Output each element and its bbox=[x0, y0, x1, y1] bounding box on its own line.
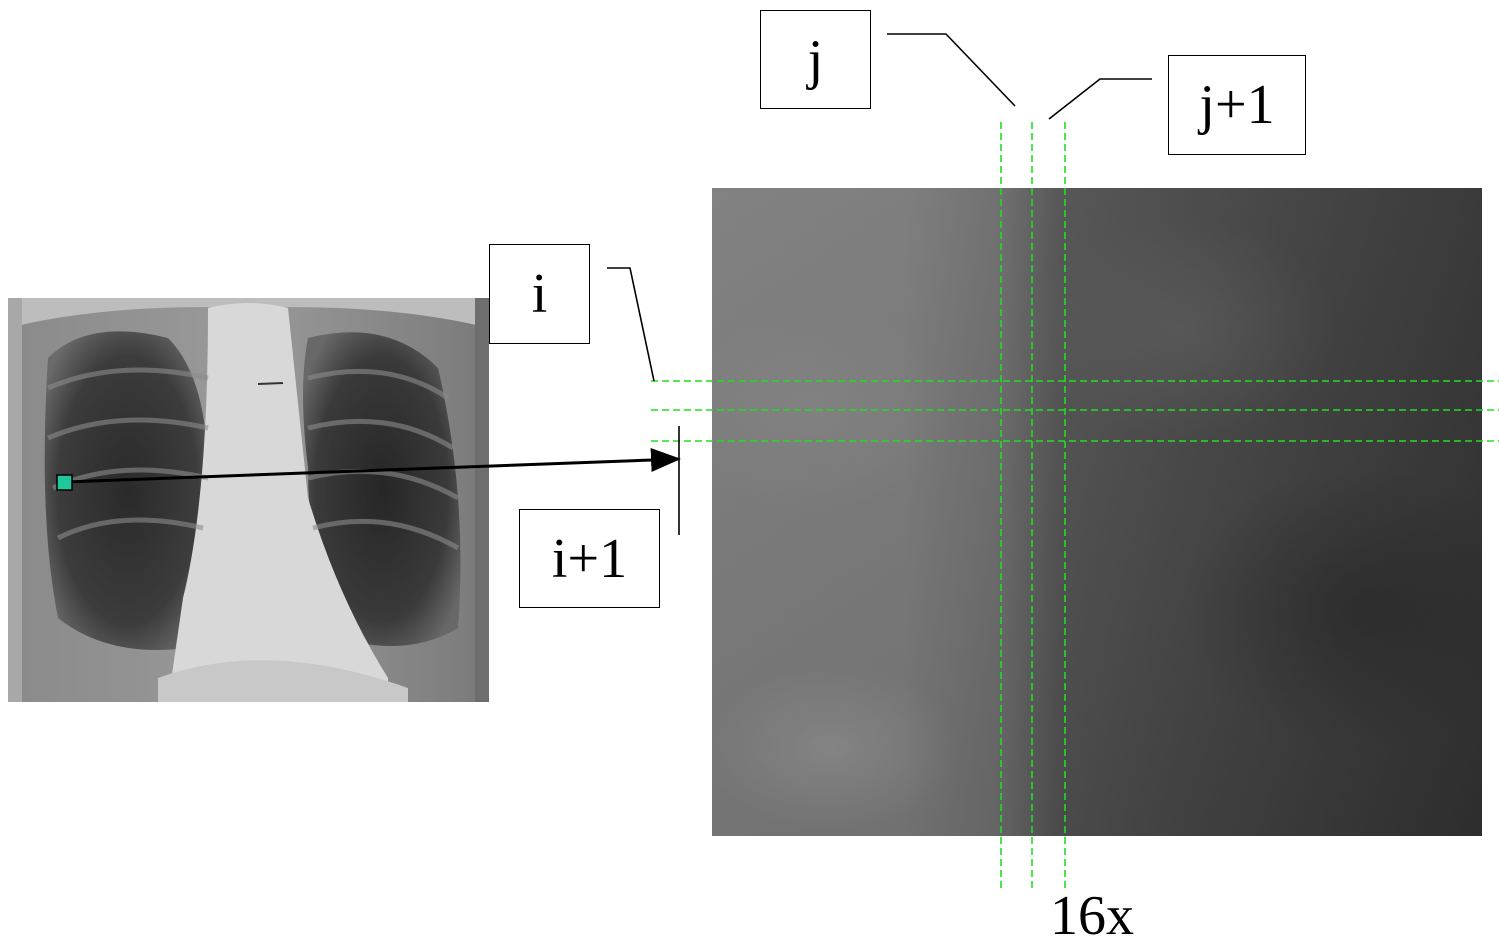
magnified-patch bbox=[712, 188, 1482, 836]
label-i-text: i bbox=[531, 263, 548, 325]
label-j-text: j bbox=[807, 28, 824, 91]
label-i-plus-1-text: i+1 bbox=[551, 527, 628, 590]
chest-xray-image bbox=[8, 298, 489, 702]
leader-line-i bbox=[607, 267, 655, 382]
label-i: i bbox=[489, 244, 590, 344]
label-i-plus-1: i+1 bbox=[519, 509, 660, 608]
leader-line-j-plus-1 bbox=[1048, 78, 1152, 120]
grid-lines-vertical bbox=[1000, 122, 1066, 888]
label-j-plus-1-text: j+1 bbox=[1199, 74, 1275, 136]
label-j-plus-1: j+1 bbox=[1168, 55, 1306, 155]
sample-pixel-marker bbox=[56, 474, 73, 491]
grid-lines-horizontal bbox=[651, 380, 1499, 442]
label-j: j bbox=[760, 10, 871, 109]
magnification-label: 16x bbox=[1050, 885, 1134, 947]
leader-line-j bbox=[887, 33, 1016, 107]
zoom-arrow bbox=[65, 448, 681, 484]
